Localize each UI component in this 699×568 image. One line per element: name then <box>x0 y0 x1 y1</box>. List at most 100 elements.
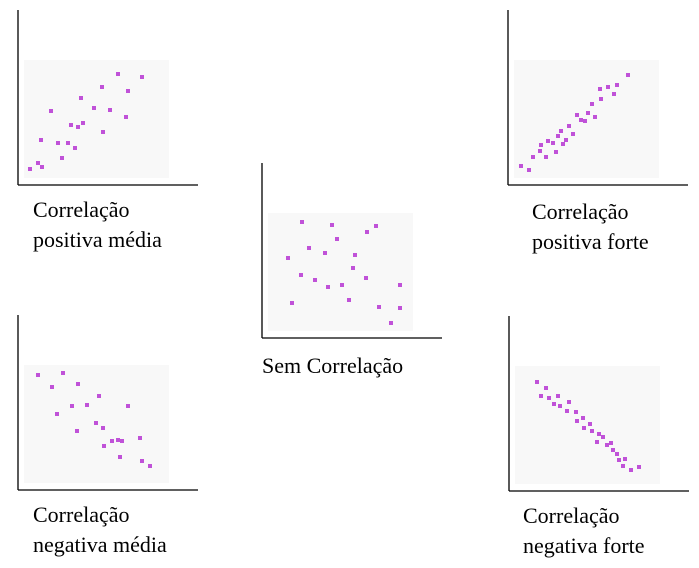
point <box>626 73 630 77</box>
point <box>100 85 104 89</box>
point <box>76 125 80 129</box>
point <box>546 139 550 143</box>
point <box>598 87 602 91</box>
point <box>621 464 625 468</box>
point <box>307 246 311 250</box>
point <box>601 435 605 439</box>
point <box>615 452 619 456</box>
point <box>544 386 548 390</box>
point <box>61 371 65 375</box>
point <box>567 124 571 128</box>
point <box>637 465 641 469</box>
point <box>126 89 130 93</box>
point <box>527 168 531 172</box>
point <box>36 373 40 377</box>
point <box>575 113 579 117</box>
point <box>313 278 317 282</box>
point <box>340 283 344 287</box>
point <box>335 237 339 241</box>
point <box>583 119 587 123</box>
point <box>69 123 73 127</box>
point <box>364 276 368 280</box>
point <box>286 256 290 260</box>
point <box>547 396 551 400</box>
chart-label: Correlação positiva forte <box>532 199 649 254</box>
point <box>565 409 569 413</box>
point <box>326 285 330 289</box>
chart-label: Sem Correlação <box>262 353 404 378</box>
point <box>55 412 59 416</box>
point <box>81 121 85 125</box>
point <box>612 92 616 96</box>
point <box>579 118 583 122</box>
point <box>124 115 128 119</box>
point <box>330 223 334 227</box>
point <box>118 455 122 459</box>
point <box>300 220 304 224</box>
point <box>353 253 357 257</box>
point <box>92 106 96 110</box>
point <box>70 404 74 408</box>
point <box>551 141 555 145</box>
point <box>140 459 144 463</box>
point <box>595 440 599 444</box>
point <box>539 143 543 147</box>
point <box>544 155 548 159</box>
point <box>97 394 101 398</box>
point <box>535 380 539 384</box>
point <box>75 429 79 433</box>
point <box>73 146 77 150</box>
point <box>552 402 556 406</box>
point <box>365 230 369 234</box>
point <box>574 410 578 414</box>
point <box>623 457 627 461</box>
point <box>571 132 575 136</box>
point <box>599 97 603 101</box>
point <box>110 439 114 443</box>
point <box>519 164 523 168</box>
plot-background <box>24 60 169 178</box>
point <box>116 72 120 76</box>
point <box>101 130 105 134</box>
point <box>597 432 601 436</box>
point <box>556 394 560 398</box>
point <box>28 167 32 171</box>
point <box>351 266 355 270</box>
point <box>323 251 327 255</box>
point <box>347 298 351 302</box>
point <box>116 438 120 442</box>
point <box>50 385 54 389</box>
point <box>40 165 44 169</box>
point <box>85 403 89 407</box>
point <box>101 426 105 430</box>
point <box>102 444 106 448</box>
point <box>36 161 40 165</box>
point <box>582 426 586 430</box>
point <box>377 305 381 309</box>
plot-background <box>515 366 660 484</box>
point <box>539 394 543 398</box>
point <box>556 134 560 138</box>
point <box>389 321 393 325</box>
point <box>94 421 98 425</box>
point <box>76 382 80 386</box>
point <box>138 436 142 440</box>
point <box>617 458 621 462</box>
plot-background <box>268 213 413 331</box>
point <box>39 138 43 142</box>
point <box>398 283 402 287</box>
point <box>554 150 558 154</box>
point <box>148 464 152 468</box>
point <box>56 141 60 145</box>
point <box>590 429 594 433</box>
point <box>126 404 130 408</box>
point <box>606 85 610 89</box>
point <box>593 115 597 119</box>
point <box>564 138 568 142</box>
point <box>588 422 592 426</box>
point <box>590 102 594 106</box>
point <box>299 273 303 277</box>
point <box>60 156 64 160</box>
